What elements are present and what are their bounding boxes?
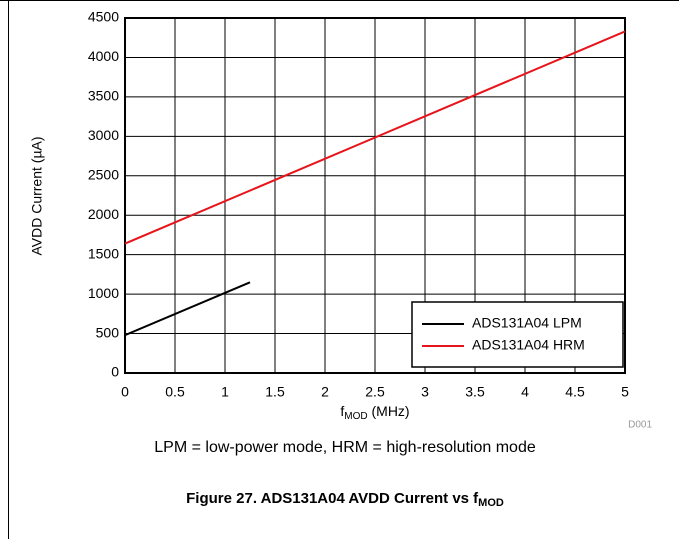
x-tick-label: 1	[221, 384, 229, 400]
note: LPM = low-power mode, HRM = high-resolut…	[154, 439, 536, 456]
x-tick-label: 0.5	[165, 384, 185, 400]
x-tick-label: 2.5	[365, 384, 385, 400]
legend-label: ADS131A04 LPM	[472, 315, 582, 331]
figure-code: D001	[628, 420, 652, 431]
caption: Figure 27. ADS131A04 AVDD Current vs fMO…	[186, 490, 504, 509]
plot: 0 0.5 1 1.5 2 2.5 3 3.5 4 4.5 5 0 500 1000 1500 2000 250…	[88, 9, 629, 400]
y-tick-label: 4000	[88, 48, 119, 64]
series-line	[124, 281, 251, 337]
x-tick-label: 4	[521, 384, 529, 400]
y-axis-label: AVDD Current (µA)	[29, 136, 45, 255]
x-axis-label: fMOD (MHz)	[340, 403, 409, 422]
y-tick-label: 1500	[88, 245, 119, 261]
x-tick-label: 3	[421, 384, 429, 400]
y-tick-label: 0	[111, 364, 119, 380]
x-tick-label: 0	[121, 384, 129, 400]
x-tick-label: 5	[621, 384, 629, 400]
plot-frame	[124, 17, 626, 374]
series-line	[124, 30, 626, 245]
y-tick-label: 500	[96, 324, 120, 340]
y-tick-label: 3500	[88, 88, 119, 104]
x-tick-label: 4.5	[565, 384, 585, 400]
x-tick-label: 1.5	[265, 384, 285, 400]
legend-box	[411, 301, 624, 368]
x-tick-label: 2	[321, 384, 329, 400]
y-tick-label: 1000	[88, 285, 119, 301]
legend-label: ADS131A04 HRM	[472, 337, 585, 353]
x-tick-label: 3.5	[465, 384, 485, 400]
y-tick-label: 2500	[88, 166, 119, 182]
y-tick-label: 4500	[88, 9, 119, 25]
y-tick-label: 3000	[88, 127, 119, 143]
y-tick-label: 2000	[88, 206, 119, 222]
